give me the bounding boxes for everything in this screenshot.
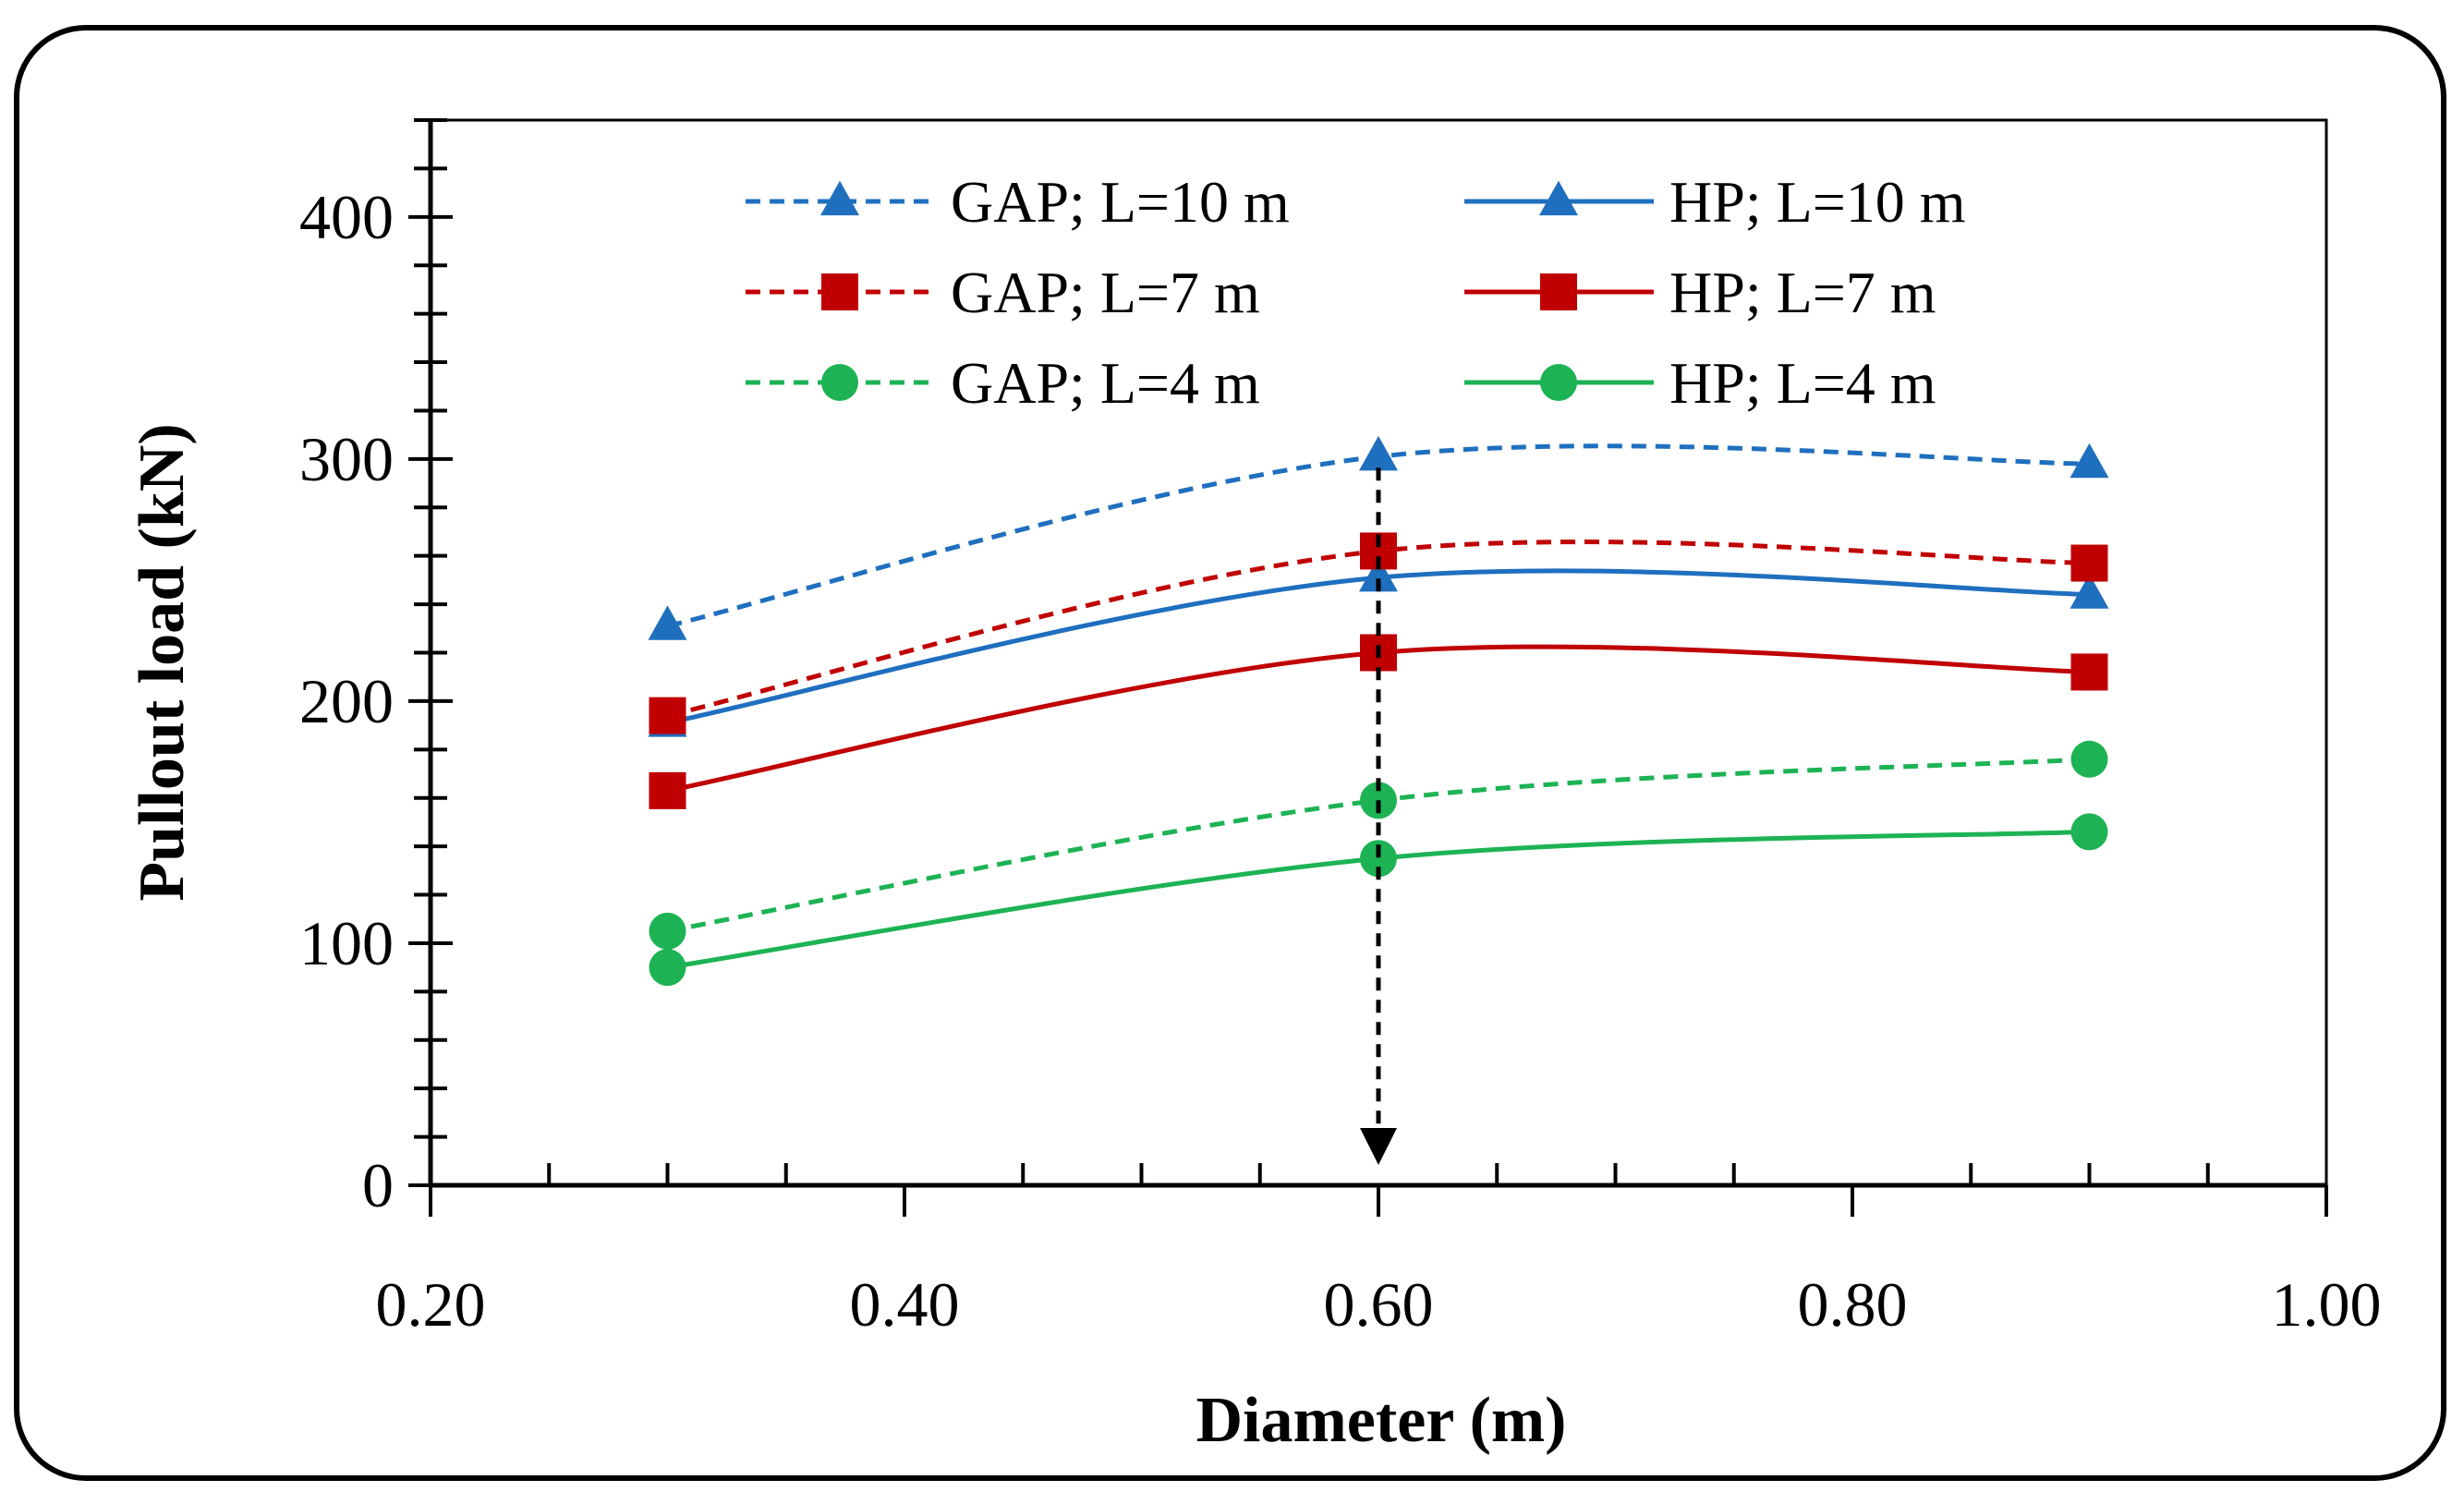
legend-item-5: HP; L=4 m	[1464, 350, 1936, 416]
legend-swatch-marker	[1539, 180, 1578, 216]
data-point	[1360, 840, 1397, 878]
data-point	[1359, 556, 1398, 592]
y-tick-label: 200	[299, 666, 394, 736]
legend-label: HP; L=10 m	[1669, 169, 1966, 235]
legend-item-3: HP; L=7 m	[1464, 260, 1936, 325]
y-tick-label: 300	[299, 424, 394, 494]
legend: GAP; L=10 m HP; L=10 m GAP; L=7 m HP; L=7 m…	[746, 169, 1966, 416]
data-point	[1359, 435, 1398, 471]
legend-swatch-marker	[821, 273, 858, 310]
annotation-layer	[1360, 467, 1397, 1165]
legend-item-0: GAP; L=10 m	[746, 169, 1290, 235]
series-0	[648, 435, 2109, 640]
x-tick-label: 0.40	[850, 1269, 960, 1340]
legend-swatch-marker	[820, 180, 859, 216]
y-tick-label: 400	[299, 182, 394, 252]
data-point	[2070, 813, 2108, 851]
x-tick-label: 0.20	[376, 1269, 486, 1340]
legend-swatch-marker	[1540, 364, 1577, 401]
data-point	[649, 697, 686, 734]
data-point	[2070, 574, 2109, 609]
legend-label: HP; L=4 m	[1669, 350, 1936, 416]
data-point	[2070, 740, 2108, 778]
data-point	[2070, 443, 2109, 479]
series-2	[649, 532, 2108, 734]
y-tick-label: 100	[299, 908, 394, 978]
legend-label: HP; L=7 m	[1669, 260, 1936, 325]
data-point	[2070, 544, 2108, 582]
x-tick-label: 0.60	[1324, 1269, 1434, 1340]
axes: 0 100 200 300 400 0.20 0.40 0.60 0.80 1.00	[299, 118, 2382, 1340]
data-point	[2070, 653, 2108, 691]
annotation-arrow-head	[1360, 1128, 1397, 1165]
data-point	[649, 771, 686, 809]
data-point	[649, 912, 686, 950]
legend-label: GAP; L=7 m	[951, 260, 1260, 325]
chart-frame	[14, 25, 2446, 1481]
legend-label: GAP; L=4 m	[951, 350, 1260, 416]
x-tick-label: 1.00	[2272, 1269, 2382, 1340]
x-tick-label: 0.80	[1798, 1269, 1908, 1340]
data-point	[649, 949, 686, 987]
legend-item-4: GAP; L=4 m	[746, 350, 1260, 416]
y-tick-label: 0	[362, 1150, 394, 1220]
legend-item-1: HP; L=10 m	[1464, 169, 1966, 235]
y-axis-title: Pullout load (kN)	[127, 423, 198, 901]
legend-item-2: GAP; L=7 m	[746, 260, 1260, 325]
data-point	[648, 605, 687, 640]
legend-label: GAP; L=10 m	[951, 169, 1290, 235]
series-5	[649, 813, 2108, 987]
x-axis-title: Diameter (m)	[1196, 1385, 1567, 1456]
legend-swatch-marker	[821, 364, 858, 401]
legend-swatch-marker	[1540, 273, 1577, 310]
